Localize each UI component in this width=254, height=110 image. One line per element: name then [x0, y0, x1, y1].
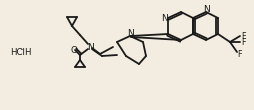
Text: N: N	[87, 42, 93, 51]
Text: H: H	[24, 48, 30, 57]
Text: F: F	[237, 50, 241, 59]
Text: N: N	[204, 5, 210, 14]
Text: F: F	[241, 38, 245, 47]
Text: F: F	[241, 31, 245, 40]
Text: N: N	[127, 28, 133, 38]
Text: HCl: HCl	[10, 48, 25, 57]
Text: ·: ·	[20, 45, 24, 58]
Text: O: O	[71, 46, 77, 54]
Text: N: N	[161, 14, 167, 23]
